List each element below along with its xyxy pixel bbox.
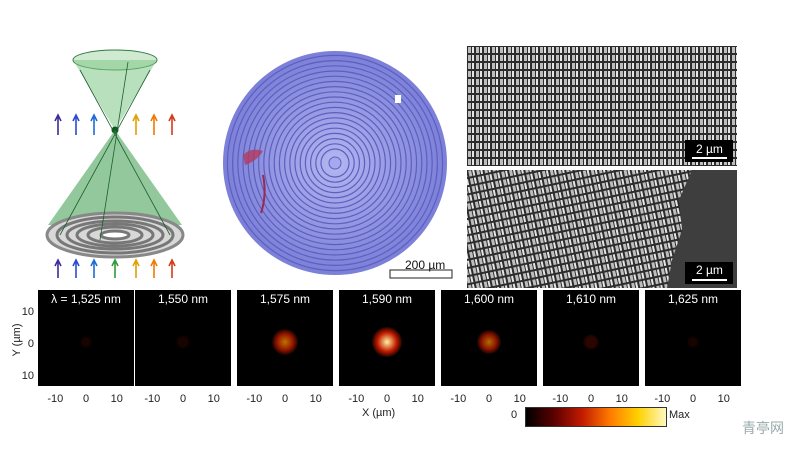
- lens-center: [328, 156, 342, 170]
- focal-spot: [272, 329, 298, 355]
- x-tick: 0: [587, 393, 595, 405]
- focal-frame: λ = 1,525 nm: [38, 290, 134, 386]
- focal-frame: 1,625 nm: [645, 290, 741, 386]
- metalens-schematic: [45, 49, 185, 278]
- x-tick: 10: [309, 393, 322, 405]
- light-rays: [59, 61, 171, 241]
- fresnel-ring: [294, 122, 376, 204]
- fresnel-ring: [304, 132, 366, 194]
- fresnel-ring: [309, 137, 360, 188]
- x-tick: 10: [513, 393, 526, 405]
- optical-micrograph: [223, 51, 453, 279]
- x-tick: 10: [615, 393, 628, 405]
- debris-mark: [260, 174, 266, 214]
- fresnel-ring: [237, 65, 433, 261]
- x-tick: -10: [246, 393, 263, 405]
- focal-frame: 1,600 nm: [441, 290, 537, 386]
- fresnel-ring: [263, 91, 407, 235]
- x-axis-label: X (µm): [362, 407, 396, 419]
- wavelength-label: 1,575 nm: [259, 292, 311, 306]
- wavelength-label: λ = 1,525 nm: [51, 292, 121, 306]
- fresnel-ring: [268, 96, 402, 230]
- x-tick: 0: [82, 393, 90, 405]
- x-tick: -10: [450, 393, 467, 405]
- x-tick: 0: [383, 393, 391, 405]
- watermark-text: 青亭网: [742, 420, 784, 436]
- sem-scale-box: [685, 140, 733, 162]
- sem-image-top: [467, 46, 737, 166]
- fresnel-ring: [257, 85, 413, 241]
- fresnel-ring: [252, 80, 418, 246]
- incident-arrows-bottom: [54, 258, 176, 278]
- y-tick: 0: [27, 338, 34, 350]
- sem-bottom-scale-label: 2 µm: [696, 263, 723, 277]
- x-tick: 0: [281, 393, 289, 405]
- x-tick: -10: [47, 393, 64, 405]
- y-tick: 10: [21, 306, 34, 318]
- fresnel-ring: [242, 70, 428, 256]
- substrate-region: [667, 170, 737, 288]
- focal-spot: [176, 335, 190, 349]
- sem-top-scale-label: 2 µm: [696, 142, 723, 156]
- focal-frame: 1,550 nm: [135, 290, 231, 386]
- colorbar-max-label: Max: [669, 409, 690, 421]
- fresnel-ring: [289, 117, 381, 209]
- x-tick: 10: [717, 393, 730, 405]
- wavelength-label: 1,610 nm: [565, 292, 617, 306]
- focal-spot: [476, 329, 502, 355]
- x-tick: -10: [552, 393, 569, 405]
- x-tick: 0: [689, 393, 697, 405]
- x-tick: 0: [485, 393, 493, 405]
- focal-frame: 1,590 nm: [339, 290, 435, 386]
- colorbar: [525, 407, 667, 427]
- wavelength-label: 1,600 nm: [463, 292, 515, 306]
- lower-cone: [48, 130, 182, 225]
- incident-arrows-top: [54, 113, 176, 135]
- sem-scale-box: [685, 262, 733, 284]
- sem-image-bottom: [467, 170, 737, 288]
- fresnel-ring: [283, 111, 387, 215]
- wavelength-label: 1,590 nm: [361, 292, 413, 306]
- x-tick: 10: [110, 393, 123, 405]
- wavelength-label: 1,550 nm: [157, 292, 209, 306]
- optical-scale-label: 200 µm: [405, 258, 446, 272]
- fresnel-ring: [320, 148, 350, 178]
- colorbar-min-label: 0: [511, 409, 518, 421]
- fresnel-ring: [278, 106, 392, 220]
- lens-rings: [45, 211, 185, 259]
- x-tick: -10: [144, 393, 161, 405]
- debris-mark: [395, 95, 401, 103]
- fresnel-ring: [226, 54, 444, 272]
- fresnel-ring: [231, 59, 439, 267]
- wavelength-label: 1,625 nm: [667, 292, 719, 306]
- fresnel-ring: [315, 143, 355, 183]
- fresnel-ring: [299, 127, 371, 199]
- x-tick: 10: [207, 393, 220, 405]
- focal-spot: [79, 335, 93, 349]
- x-tick: -10: [348, 393, 365, 405]
- focal-frame: 1,575 nm: [237, 290, 333, 386]
- focal-frame: 1,610 nm: [543, 290, 639, 386]
- x-tick: -10: [654, 393, 671, 405]
- focal-spot: [372, 327, 402, 357]
- x-tick: 0: [179, 393, 187, 405]
- upper-cone: [73, 60, 157, 130]
- fresnel-ring: [273, 101, 397, 225]
- x-tick: 10: [411, 393, 424, 405]
- y-tick: 10: [21, 370, 34, 382]
- debris-mark: [243, 149, 263, 165]
- scale-bar: [389, 269, 453, 279]
- focal-spot: [583, 334, 599, 350]
- focal-spot: [686, 335, 700, 349]
